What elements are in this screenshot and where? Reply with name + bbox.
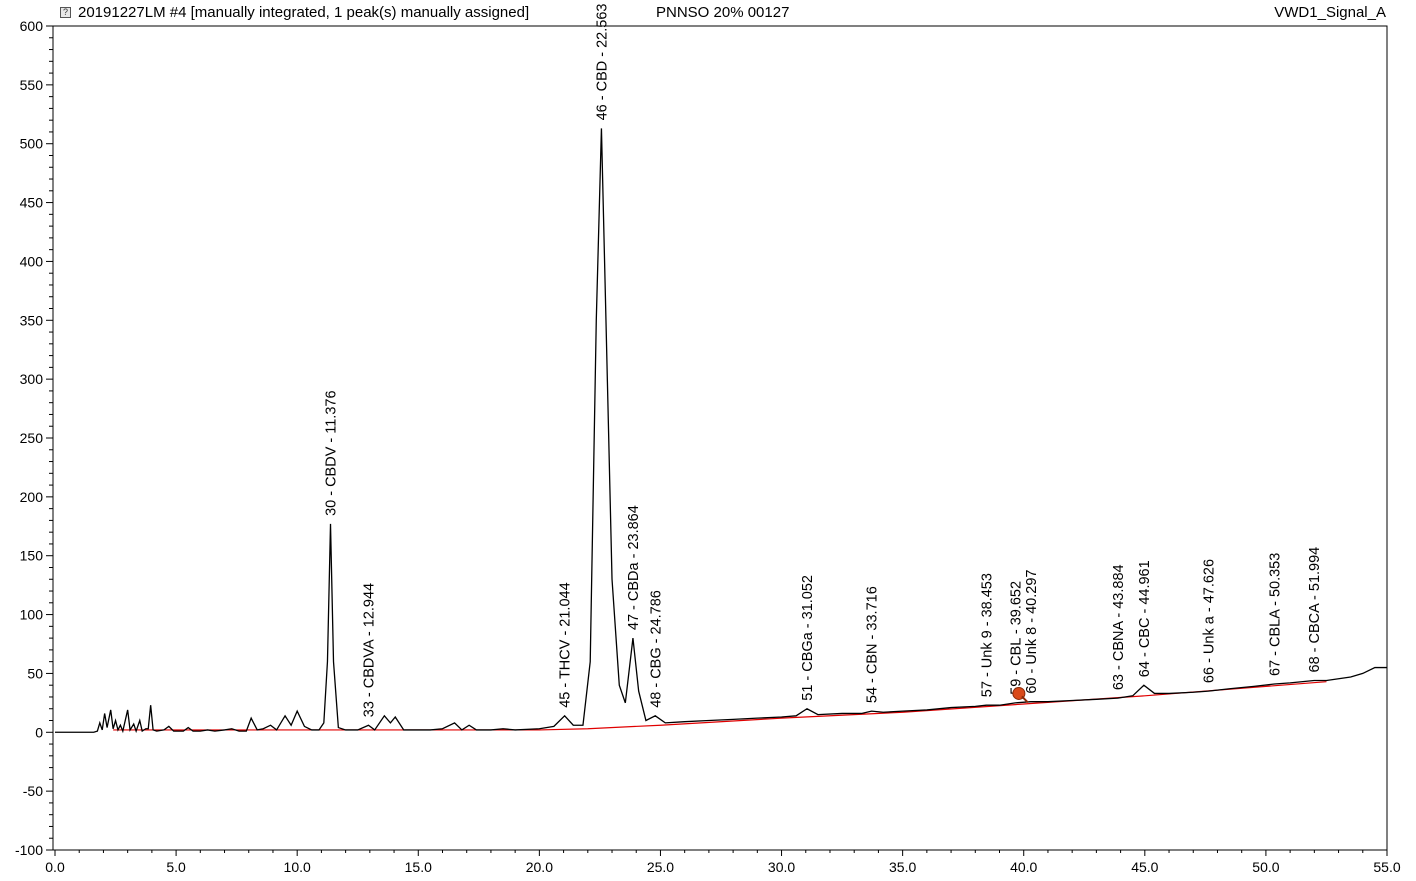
x-tick-label: 40.0 — [1010, 859, 1037, 875]
peak-label: 60 - Unk 8 - 40.297 — [1024, 570, 1040, 694]
y-tick-label: -50 — [23, 783, 43, 799]
x-tick-label: 15.0 — [405, 859, 432, 875]
peak-label: 59 - CBL - 39.652 — [1008, 581, 1024, 695]
x-tick-label: 0.0 — [45, 859, 65, 875]
peak-label: 48 - CBG - 24.786 — [648, 590, 664, 708]
y-tick-label: 250 — [20, 430, 44, 446]
peak-label: 63 - CBNA - 43.884 — [1111, 564, 1127, 690]
x-tick-label: 35.0 — [889, 859, 916, 875]
y-tick-label: -100 — [15, 842, 43, 858]
peak-label: 51 - CBGa - 31.052 — [800, 575, 816, 701]
signal-channel: VWD1_Signal_A — [1274, 4, 1386, 21]
chromatogram-header: ? 20191227LM #4 [manually integrated, 1 … — [0, 0, 1416, 22]
x-tick-label: 50.0 — [1252, 859, 1279, 875]
plot-frame — [52, 25, 1388, 851]
peak-label: 45 - THCV - 21.044 — [558, 582, 574, 707]
y-tick-label: 350 — [20, 312, 44, 328]
y-tick-label: 400 — [20, 253, 44, 269]
x-tick-label: 5.0 — [166, 859, 186, 875]
y-tick-label: 300 — [20, 371, 44, 387]
peak-label: 46 - CBD - 22.563 — [594, 4, 610, 121]
y-tick-label: 50 — [27, 665, 43, 681]
peak-label: 64 - CBC - 44.961 — [1137, 560, 1153, 677]
x-tick-label: 20.0 — [526, 859, 553, 875]
x-tick-label: 30.0 — [768, 859, 795, 875]
y-tick-label: 450 — [20, 195, 44, 211]
y-tick-label: 500 — [20, 136, 44, 152]
y-tick-label: 0 — [35, 724, 43, 740]
y-tick-label: 600 — [20, 18, 44, 34]
x-tick-label: 45.0 — [1131, 859, 1158, 875]
x-tick-label: 25.0 — [647, 859, 674, 875]
peak-label: 67 - CBLA - 50.353 — [1267, 553, 1283, 676]
x-tick-label: 10.0 — [284, 859, 311, 875]
baseline-line — [113, 681, 1327, 731]
y-tick-label: 150 — [20, 548, 44, 564]
x-tick-label: 55.0 — [1373, 859, 1400, 875]
y-tick-label: 200 — [20, 489, 44, 505]
signal-trace — [55, 128, 1387, 734]
sequence-name: PNNSO 20% 00127 — [656, 4, 790, 21]
peak-label: 33 - CBDVA - 12.944 — [361, 583, 377, 717]
marker-handle — [1021, 695, 1029, 704]
y-tick-label: 100 — [20, 607, 44, 623]
peak-label: 54 - CBN - 33.716 — [865, 586, 881, 703]
peak-label: 68 - CBCA - 51.994 — [1307, 547, 1323, 673]
y-tick-label: 550 — [20, 77, 44, 93]
sample-name: 20191227LM #4 [manually integrated, 1 pe… — [78, 4, 530, 21]
sample-info-icon[interactable]: ? — [60, 7, 71, 18]
peak-label: 57 - Unk 9 - 38.453 — [979, 573, 995, 697]
peak-label: 30 - CBDV - 11.376 — [324, 390, 340, 515]
peak-label: 47 - CBDa - 23.864 — [626, 505, 642, 630]
peak-label: 66 - Unk a - 47.626 — [1201, 559, 1217, 683]
